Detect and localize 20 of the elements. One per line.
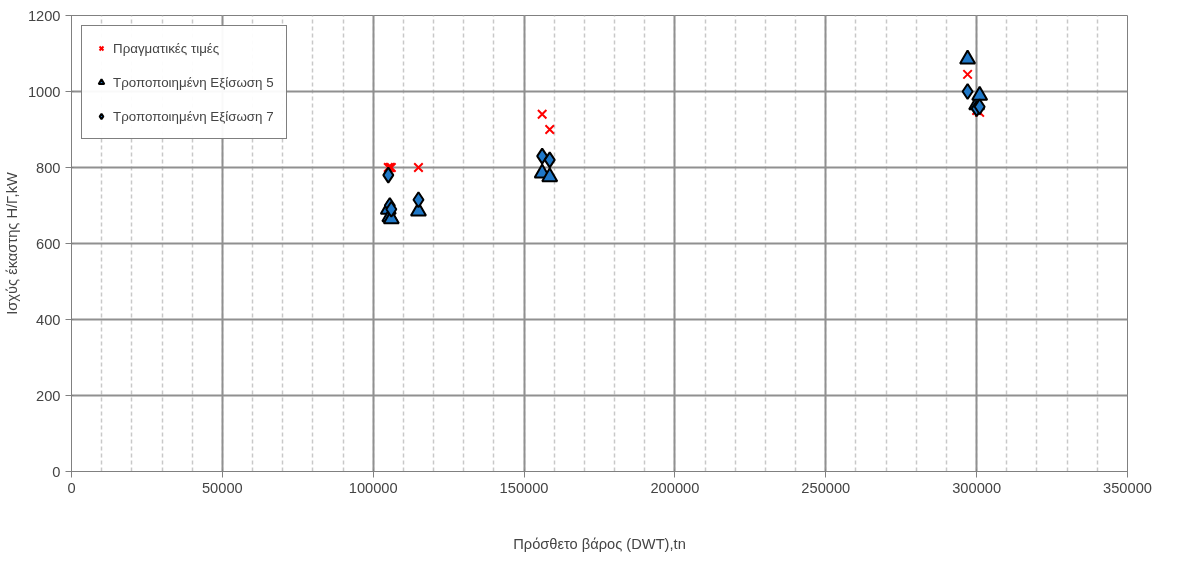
y-tick-label: 800 [36, 159, 61, 176]
legend-label: Τροποποιημένη Εξίσωση 7 [113, 108, 274, 124]
x-axis-title: Πρόσθετο βάρος (DWT),tn [513, 535, 686, 552]
x-tick-label: 250000 [801, 479, 851, 496]
x-tick-label: 200000 [650, 479, 700, 496]
x-tick-label: 100000 [348, 479, 398, 496]
y-tick-label: 200 [36, 387, 61, 404]
x-tick-label: 50000 [201, 479, 243, 496]
y-tick-label: 600 [36, 235, 61, 252]
y-tick-label: 0 [52, 463, 61, 480]
y-tick-label: 400 [36, 311, 61, 328]
x-tick-label: 300000 [952, 479, 1002, 496]
x-tick-label: 150000 [499, 479, 549, 496]
legend-label: Τροποποιημένη Εξίσωση 5 [113, 74, 274, 90]
y-tick-label: 1000 [27, 83, 61, 100]
x-tick-label: 0 [67, 479, 76, 496]
y-tick-label: 1200 [27, 7, 61, 24]
y-axis-title: Ισχύς έκαστης Η/Γ,kW [3, 172, 20, 315]
legend-label: Πραγματικές τιμές [113, 40, 220, 56]
x-tick-label: 350000 [1103, 479, 1152, 496]
